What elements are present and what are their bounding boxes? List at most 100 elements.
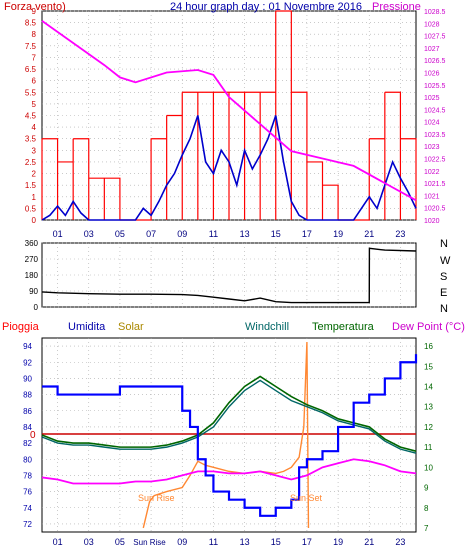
bottom-right-tick-label: 14	[424, 383, 433, 392]
mid-left-tick-label: 360	[25, 239, 39, 248]
wind-series	[41, 115, 417, 221]
top-title: 24 hour graph day : 01 Novembre 2016	[170, 1, 362, 13]
top-right-tick-label: 1028.5	[424, 9, 446, 16]
bottom-right-tick-label: 10	[424, 463, 433, 472]
top-right-tick-label: 1028	[424, 21, 440, 28]
pressure-series	[41, 20, 417, 202]
humidity-series	[42, 354, 418, 517]
mid-left-tick-label: 270	[25, 255, 39, 264]
top-left-tick-label: 0	[32, 216, 37, 225]
rain-zero-label: 0	[30, 430, 36, 441]
bottom-left-tick-label: 88	[23, 391, 32, 400]
bottom-left-tick-label: 78	[23, 471, 32, 480]
bottom-left-tick-label: 84	[23, 423, 32, 432]
legend-humidity: Umidita	[68, 321, 106, 333]
top-right-tick-label: 1022	[424, 169, 440, 176]
bottom-left-tick-label: 86	[23, 407, 32, 416]
direction-label: N	[440, 303, 448, 315]
bottom-right-tick-label: 7	[424, 524, 429, 533]
top-left-tick-label: 2.5	[25, 158, 37, 167]
top-x-ticks: 01 03 05 07 09 11 13 15 17 19 21 23	[53, 229, 406, 239]
direction-label: W	[440, 255, 451, 267]
top-right-tick-label: 1027	[424, 46, 440, 53]
sunset-annotation: Sun Set	[290, 493, 323, 503]
top-left-tick-label: 7	[32, 53, 37, 62]
top-right-tick-label: 1027.5	[424, 34, 446, 41]
bottom-left-tick-label: 80	[23, 455, 32, 464]
legend-windchill: Windchill	[245, 321, 289, 333]
bottom-left-tick-label: 82	[23, 439, 32, 448]
bottom-right-tick-label: 13	[424, 403, 433, 412]
top-right-tick-label: 1023.5	[424, 132, 446, 139]
top-left-tick-label: 4.5	[25, 112, 37, 121]
bottom-left-tick-label: 72	[23, 520, 32, 529]
top-left-tick-label: 8.5	[25, 19, 37, 28]
top-x-tick-label: 21	[364, 229, 374, 239]
bottom-x-tick-label: 01	[53, 537, 63, 547]
bottom-x-sunrise-tick: Sun Rise	[133, 538, 166, 547]
legend-dewpoint: Dew Point (°C)	[392, 321, 465, 333]
top-left-tick-label: 8	[32, 30, 37, 39]
bottom-right-tick-label: 16	[424, 342, 433, 351]
bottom-x-tick-label: 09	[177, 537, 187, 547]
top-left-ticks: 9 8.5 8 7.5 7 6.5 6 5.5 5 4.5 4 3.5 3 2.5 2 1.5 1 0.5 0	[25, 7, 37, 225]
top-x-tick-label: 13	[240, 229, 250, 239]
mid-plot-area	[41, 242, 417, 308]
top-x-tick-label: 11	[209, 229, 218, 239]
top-x-tick-label: 07	[146, 229, 156, 239]
bottom-left-ticks: 94 92 90 88 86 84 82 80 78 76 74 72	[23, 342, 32, 529]
top-marks	[41, 10, 417, 221]
bottom-x-tick-label: 21	[364, 537, 374, 547]
top-left-tick-label: 5	[32, 100, 37, 109]
bottom-x-tick-label: 23	[395, 537, 405, 547]
direction-label: E	[440, 287, 447, 299]
bottom-left-tick-label: 90	[23, 374, 32, 383]
direction-label: S	[440, 271, 447, 283]
top-x-tick-label: 05	[115, 229, 125, 239]
bottom-right-tick-label: 11	[424, 443, 433, 452]
top-right-tick-label: 1026	[424, 70, 440, 77]
top-right-tick-label: 1022.5	[424, 157, 446, 164]
bottom-x-tick-label: 11	[209, 537, 218, 547]
bottom-x-tick-label: 03	[84, 537, 94, 547]
mid-left-tick-label: 90	[29, 287, 38, 296]
bottom-right-tick-label: 15	[424, 362, 433, 371]
top-right-tick-label: 1020.5	[424, 206, 446, 213]
bottom-marks	[41, 342, 418, 529]
top-right-tick-label: 1021	[424, 193, 440, 200]
top-left-tick-label: 3	[32, 146, 37, 155]
top-left-tick-label: 0.5	[25, 204, 37, 213]
bottom-left-tick-label: 94	[23, 342, 32, 351]
bottom-x-tick-label: 17	[302, 537, 312, 547]
top-x-tick-label: 09	[177, 229, 187, 239]
top-left-tick-label: 6	[32, 77, 37, 86]
top-x-tick-label: 23	[395, 229, 405, 239]
bottom-x-tick-label: 19	[333, 537, 343, 547]
dewpoint-series	[41, 458, 417, 485]
legend-solar: Solar	[118, 321, 144, 333]
top-right-tick-label: 1020	[424, 218, 440, 225]
top-left-tick-label: 9	[32, 7, 37, 16]
top-x-tick-label: 17	[302, 229, 312, 239]
bottom-x-tick-label: 05	[115, 537, 125, 547]
top-x-tick-label: 01	[53, 229, 63, 239]
top-x-tick-label: 19	[333, 229, 343, 239]
mid-left-ticks: 360 270 180 90 0	[25, 239, 39, 312]
mid-marks	[41, 247, 417, 304]
wind-direction-series	[41, 247, 417, 304]
bottom-x-ticks: 01 03 05 09 11 13 15 17 19 21 23 Sun Rise	[53, 537, 406, 547]
top-right-ticks: 1028.5 1028 1027.5 1027 1026.5 1026 1025.5 1025…	[424, 9, 446, 225]
bottom-right-tick-label: 9	[424, 484, 429, 493]
top-left-tick-label: 1	[32, 193, 37, 202]
top-left-tick-label: 4	[32, 123, 37, 132]
bottom-left-tick-label: 74	[23, 504, 32, 513]
sunrise-annotation: Sun Rise	[138, 493, 175, 503]
top-left-tick-label: 1.5	[25, 181, 37, 190]
top-left-tick-label: 3.5	[25, 135, 37, 144]
top-left-tick-label: 6.5	[25, 65, 37, 74]
top-right-tick-label: 1023	[424, 144, 440, 151]
bottom-right-tick-label: 12	[424, 423, 433, 432]
legend-temperature: Temperatura	[312, 321, 375, 333]
